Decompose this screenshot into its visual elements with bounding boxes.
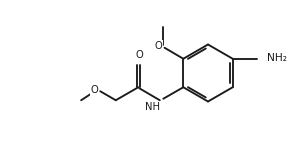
Text: O: O <box>91 85 98 95</box>
Text: O: O <box>154 41 162 51</box>
Text: NH: NH <box>145 102 160 112</box>
Text: NH₂: NH₂ <box>267 53 287 63</box>
Text: O: O <box>135 50 143 60</box>
